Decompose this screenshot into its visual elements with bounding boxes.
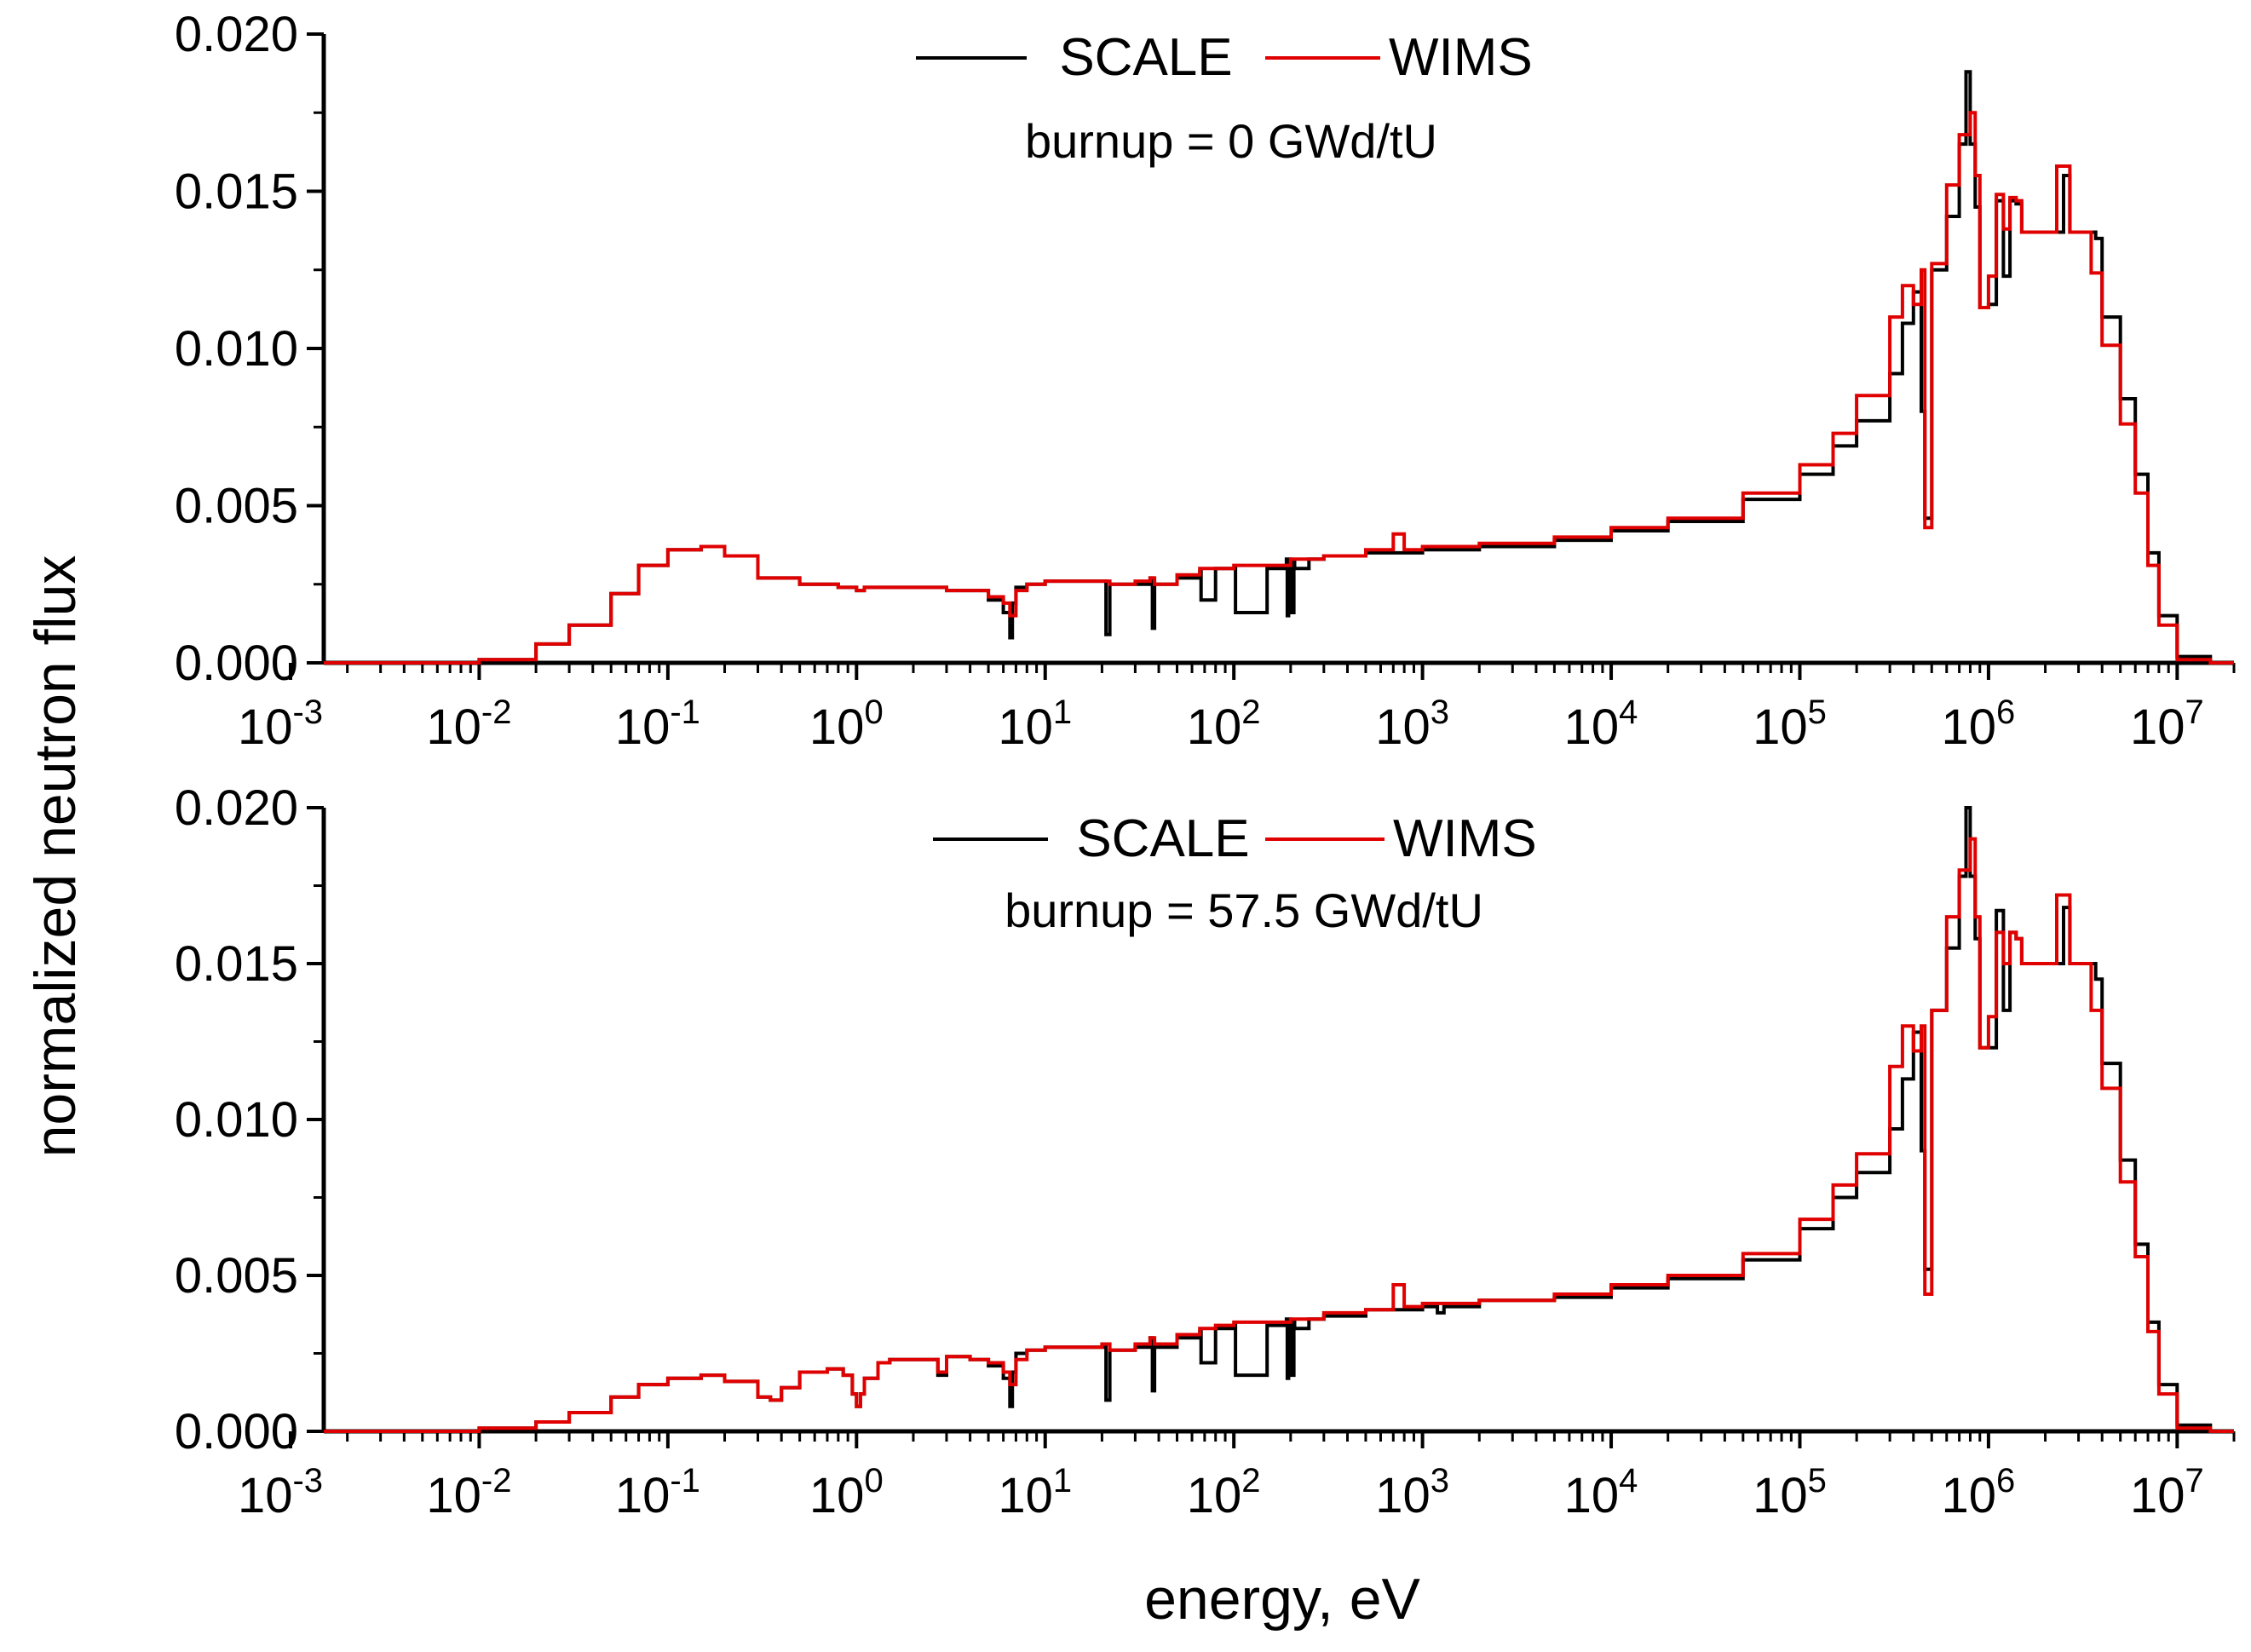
x-tick-label: 102 xyxy=(1187,694,1261,755)
legend-wims-label: WIMS xyxy=(1393,809,1537,868)
x-tick-label: 104 xyxy=(1564,1462,1638,1523)
y-tick-label: 0.000 xyxy=(175,1404,298,1459)
legend-wims-label: WIMS xyxy=(1389,28,1533,87)
x-tick-label: 100 xyxy=(809,694,884,755)
y-tick-label: 0.015 xyxy=(175,164,298,220)
x-tick-label: 10-1 xyxy=(615,694,700,755)
series-wims-line xyxy=(324,111,2234,665)
x-tick-label: 10-2 xyxy=(426,1462,511,1523)
x-tick-label: 103 xyxy=(1375,694,1449,755)
panel-top: 0.000 0.005 0.010 0.015 0.020 10-3 10-2 10-1 100… xyxy=(175,7,2236,755)
burnup-annotation: burnup = 57.5 GWd/tU xyxy=(1005,884,1483,937)
y-tick-label: 0.010 xyxy=(175,321,298,377)
x-tick-label: 107 xyxy=(2130,694,2204,755)
y-tick-label: 0.010 xyxy=(175,1092,298,1148)
legend-scale-label: SCALE xyxy=(1059,28,1232,87)
x-tick-label: 103 xyxy=(1375,1462,1449,1523)
x-tick-label: 105 xyxy=(1753,1462,1827,1523)
x-tick-label: 10-3 xyxy=(238,694,323,755)
x-tick-label: 106 xyxy=(1942,1462,2016,1523)
x-tick-label: 10-2 xyxy=(426,694,511,755)
y-tick-label: 0.020 xyxy=(175,7,298,62)
x-tick-label: 10-1 xyxy=(615,1462,700,1523)
x-tick-label: 106 xyxy=(1942,694,2016,755)
legend-scale-label: SCALE xyxy=(1076,809,1249,868)
x-tick-label: 104 xyxy=(1564,694,1638,755)
x-tick-label: 101 xyxy=(998,1462,1072,1523)
y-tick-label: 0.000 xyxy=(175,636,298,691)
x-tick-label: 105 xyxy=(1753,694,1827,755)
y-axis-title: normalized neutron flux xyxy=(23,555,88,1158)
y-tick-label: 0.015 xyxy=(175,936,298,992)
x-tick-label: 107 xyxy=(2130,1462,2204,1523)
x-axis-title: energy, eV xyxy=(1144,1567,1420,1632)
y-tick-label: 0.020 xyxy=(175,780,298,836)
panel-bottom: 0.000 0.005 0.010 0.015 0.020 10-3 10-2 10-1 100… xyxy=(175,780,2236,1523)
x-tick-label: 10-3 xyxy=(238,1462,323,1523)
x-tick-label: 100 xyxy=(809,1462,884,1523)
y-tick-label: 0.005 xyxy=(175,1248,298,1304)
burnup-annotation: burnup = 0 GWd/tU xyxy=(1025,114,1437,168)
series-wims-line xyxy=(324,837,2234,1433)
x-tick-label: 102 xyxy=(1187,1462,1261,1523)
x-tick-label: 101 xyxy=(998,694,1072,755)
y-tick-label: 0.005 xyxy=(175,479,298,534)
